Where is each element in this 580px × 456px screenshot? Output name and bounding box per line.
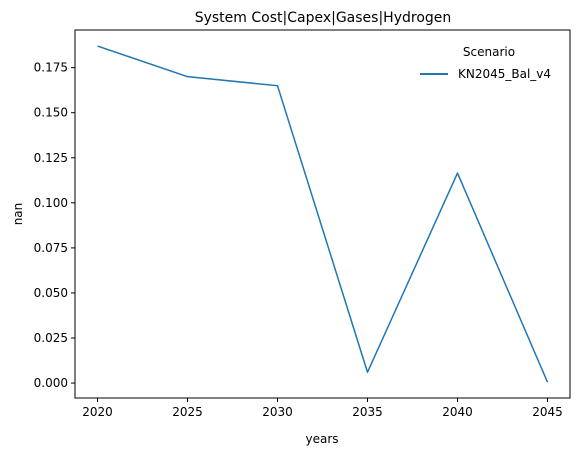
y-tick-label: 0.175 [34, 61, 68, 75]
x-axis-ticks: 2020 2025 2030 2035 2040 2045 [82, 398, 563, 419]
y-tick-label: 0.025 [34, 331, 68, 345]
x-tick-label: 2040 [442, 405, 473, 419]
legend: Scenario KN2045_Bal_v4 [420, 45, 551, 81]
x-tick-label: 2020 [82, 405, 113, 419]
x-tick-label: 2045 [532, 405, 563, 419]
y-tick-label: 0.150 [34, 106, 68, 120]
x-tick-label: 2025 [172, 405, 203, 419]
y-tick-label: 0.000 [34, 376, 68, 390]
y-tick-label: 0.075 [34, 241, 68, 255]
y-axis-label: nan [11, 203, 25, 226]
x-axis-label: years [305, 432, 338, 446]
chart-title: System Cost|Capex|Gases|Hydrogen [195, 10, 452, 26]
y-tick-label: 0.100 [34, 196, 68, 210]
x-tick-label: 2030 [262, 405, 293, 419]
series-layer [97, 45, 549, 383]
y-tick-label: 0.050 [34, 286, 68, 300]
series-line [97, 45, 549, 383]
y-axis-ticks: 0.000 0.025 0.050 0.075 0.100 0.125 0.150 0.175 [34, 61, 75, 390]
legend-entry-label: KN2045_Bal_v4 [458, 67, 551, 81]
plot-frame [74, 29, 571, 399]
y-tick-label: 0.125 [34, 151, 68, 165]
legend-title: Scenario [463, 45, 515, 59]
x-tick-label: 2035 [352, 405, 383, 419]
